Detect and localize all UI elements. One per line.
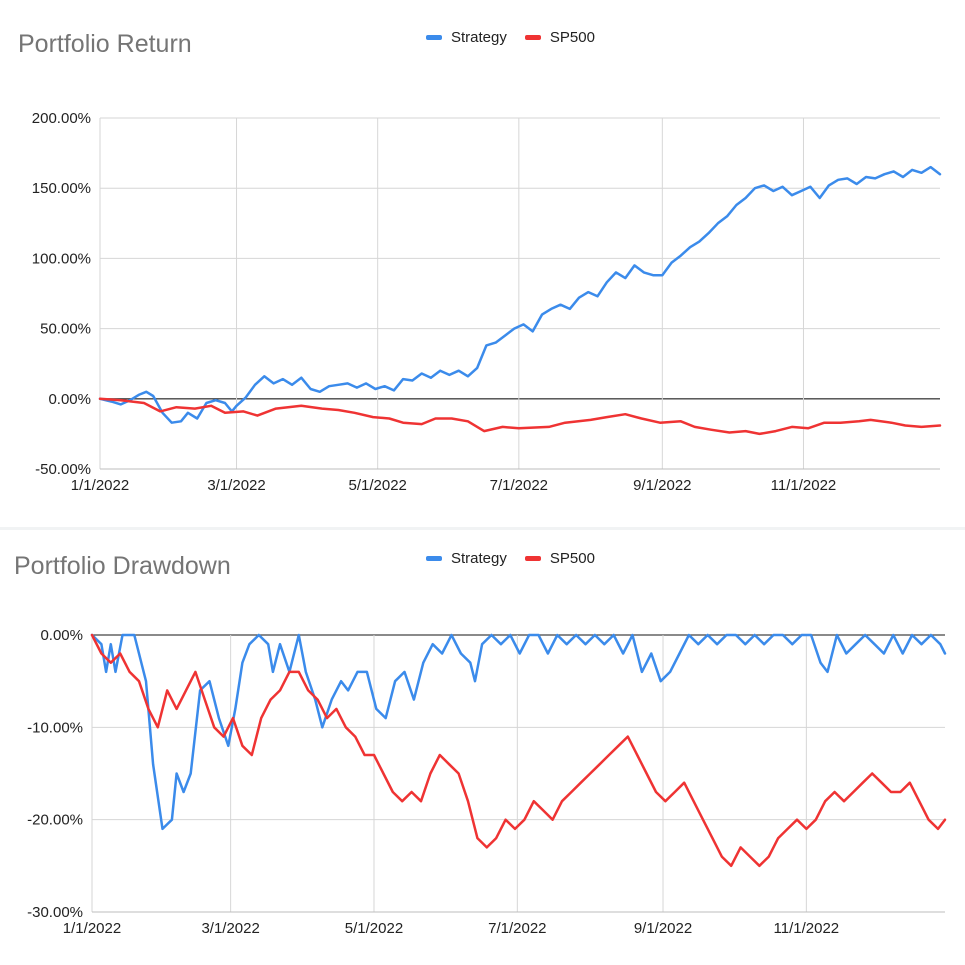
y-tick-label: 100.00% bbox=[32, 250, 91, 267]
y-tick-label: -20.00% bbox=[27, 812, 83, 829]
legend-label-strategy: Strategy bbox=[451, 550, 507, 567]
x-tick-label: 3/1/2022 bbox=[207, 477, 265, 494]
x-tick-label: 9/1/2022 bbox=[634, 920, 692, 937]
portfolio-drawdown-plot: 0.00% -10.00% -20.00% -30.00%1/1/2022 3/1/20… bbox=[27, 627, 947, 937]
legend-item-sp500[interactable]: SP500 bbox=[524, 29, 595, 46]
chart-legend: Strategy SP500 bbox=[426, 550, 613, 567]
portfolio-return-plot: 200.00%150.00%100.00%50.00%0.00%-50.00%1… bbox=[32, 110, 942, 494]
y-tick-label: 150.00% bbox=[32, 180, 91, 197]
series-line-strategy bbox=[90, 633, 947, 831]
y-tick-label: -30.00% bbox=[27, 904, 83, 921]
legend-swatch-sp500 bbox=[524, 35, 541, 40]
x-tick-label: 3/1/2022 bbox=[201, 920, 259, 937]
x-tick-label: 7/1/2022 bbox=[488, 920, 546, 937]
legend-item-sp500[interactable]: SP500 bbox=[524, 550, 595, 567]
x-tick-label: 11/1/2022 bbox=[771, 477, 837, 494]
chart-legend: Strategy SP500 bbox=[426, 29, 613, 46]
x-tick-label: 5/1/2022 bbox=[345, 920, 403, 937]
y-tick-label: -50.00% bbox=[35, 461, 91, 478]
x-tick-label: 9/1/2022 bbox=[633, 477, 691, 494]
legend-label-sp500: SP500 bbox=[549, 550, 595, 567]
legend-swatch-sp500 bbox=[524, 556, 541, 561]
portfolio-return-chart: Portfolio Return Strategy SP500 200.00% 1… bbox=[18, 29, 942, 494]
legend-item-strategy[interactable]: Strategy bbox=[426, 550, 507, 567]
x-tick-label: 1/1/2022 bbox=[63, 920, 121, 937]
portfolio-drawdown-chart: Portfolio Drawdown Strategy SP500 0.00% -… bbox=[0, 530, 965, 965]
legend-label-sp500: SP500 bbox=[549, 29, 595, 46]
legend-swatch-strategy bbox=[426, 556, 442, 561]
chart-title: Portfolio Return bbox=[18, 30, 192, 58]
legend-swatch-strategy bbox=[426, 35, 442, 40]
series-line-strategy bbox=[98, 165, 942, 424]
legend-item-strategy[interactable]: Strategy bbox=[426, 29, 507, 46]
chart-title: Portfolio Drawdown bbox=[14, 552, 231, 580]
legend-label-strategy: Strategy bbox=[451, 29, 507, 46]
y-tick-label: 200.00% bbox=[32, 110, 91, 127]
x-tick-label: 1/1/2022 bbox=[71, 477, 129, 494]
y-tick-label: 50.00% bbox=[40, 321, 91, 338]
series-line-sp500 bbox=[90, 633, 947, 868]
x-tick-label: 7/1/2022 bbox=[490, 477, 548, 494]
x-tick-label: 5/1/2022 bbox=[348, 477, 406, 494]
y-tick-label: 0.00% bbox=[48, 391, 91, 408]
series-line-sp500 bbox=[98, 397, 942, 436]
y-tick-label: -10.00% bbox=[27, 719, 83, 736]
x-tick-label: 11/1/2022 bbox=[774, 920, 840, 937]
panel-divider bbox=[0, 527, 965, 530]
y-tick-label: 0.00% bbox=[40, 627, 83, 644]
